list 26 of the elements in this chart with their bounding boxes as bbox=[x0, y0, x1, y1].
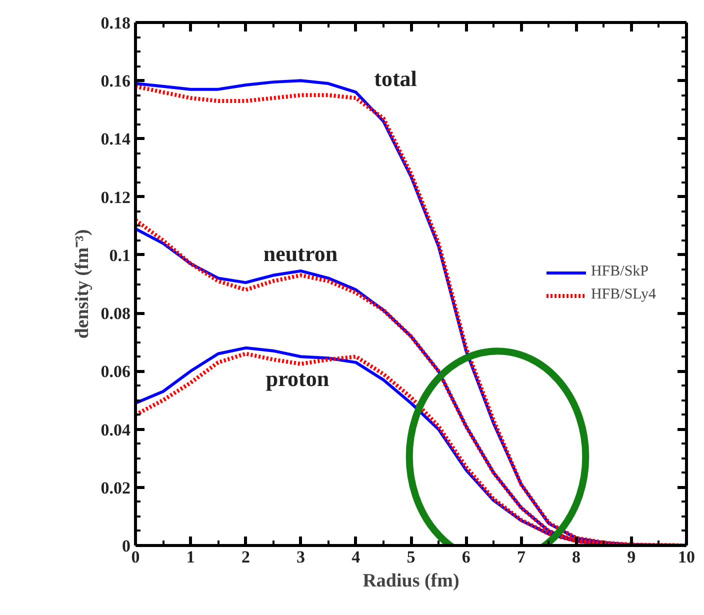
annotation: neutron bbox=[263, 241, 338, 266]
x-tick-label: 8 bbox=[572, 548, 581, 566]
y-tick-label: 0.12 bbox=[100, 188, 130, 207]
annotation: total bbox=[374, 66, 417, 91]
x-tick-label: 10 bbox=[678, 548, 695, 566]
legend-label: HFB/SLy4 bbox=[590, 286, 656, 304]
x-tick-label: 3 bbox=[296, 548, 306, 566]
y-tick-label: 0.08 bbox=[100, 304, 130, 324]
x-tick-label: 9 bbox=[627, 548, 636, 566]
legend-label: HFB/SkP bbox=[590, 264, 649, 280]
y-tick-label: 0.14 bbox=[100, 130, 131, 149]
x-axis-title: Radius (fm) bbox=[362, 570, 460, 592]
y-tick-label: 0.04 bbox=[100, 420, 131, 440]
y-axis-title: density (fm⁻³) bbox=[72, 229, 93, 339]
x-tick-label: 4 bbox=[352, 548, 361, 566]
annotation: proton bbox=[266, 366, 330, 391]
y-tick-label: 0.16 bbox=[100, 72, 130, 91]
x-tick-label: 5 bbox=[406, 548, 416, 566]
y-tick-label: 0.18 bbox=[100, 14, 130, 32]
x-tick-label: 7 bbox=[516, 548, 526, 566]
y-tick-label: 0.1 bbox=[109, 246, 130, 265]
x-tick-label: 1 bbox=[186, 548, 195, 566]
x-tick-label: 6 bbox=[462, 548, 470, 566]
y-tick-label: 0.02 bbox=[100, 478, 130, 498]
x-tick-label: 2 bbox=[241, 548, 250, 566]
y-tick-label: 0.06 bbox=[100, 362, 130, 382]
